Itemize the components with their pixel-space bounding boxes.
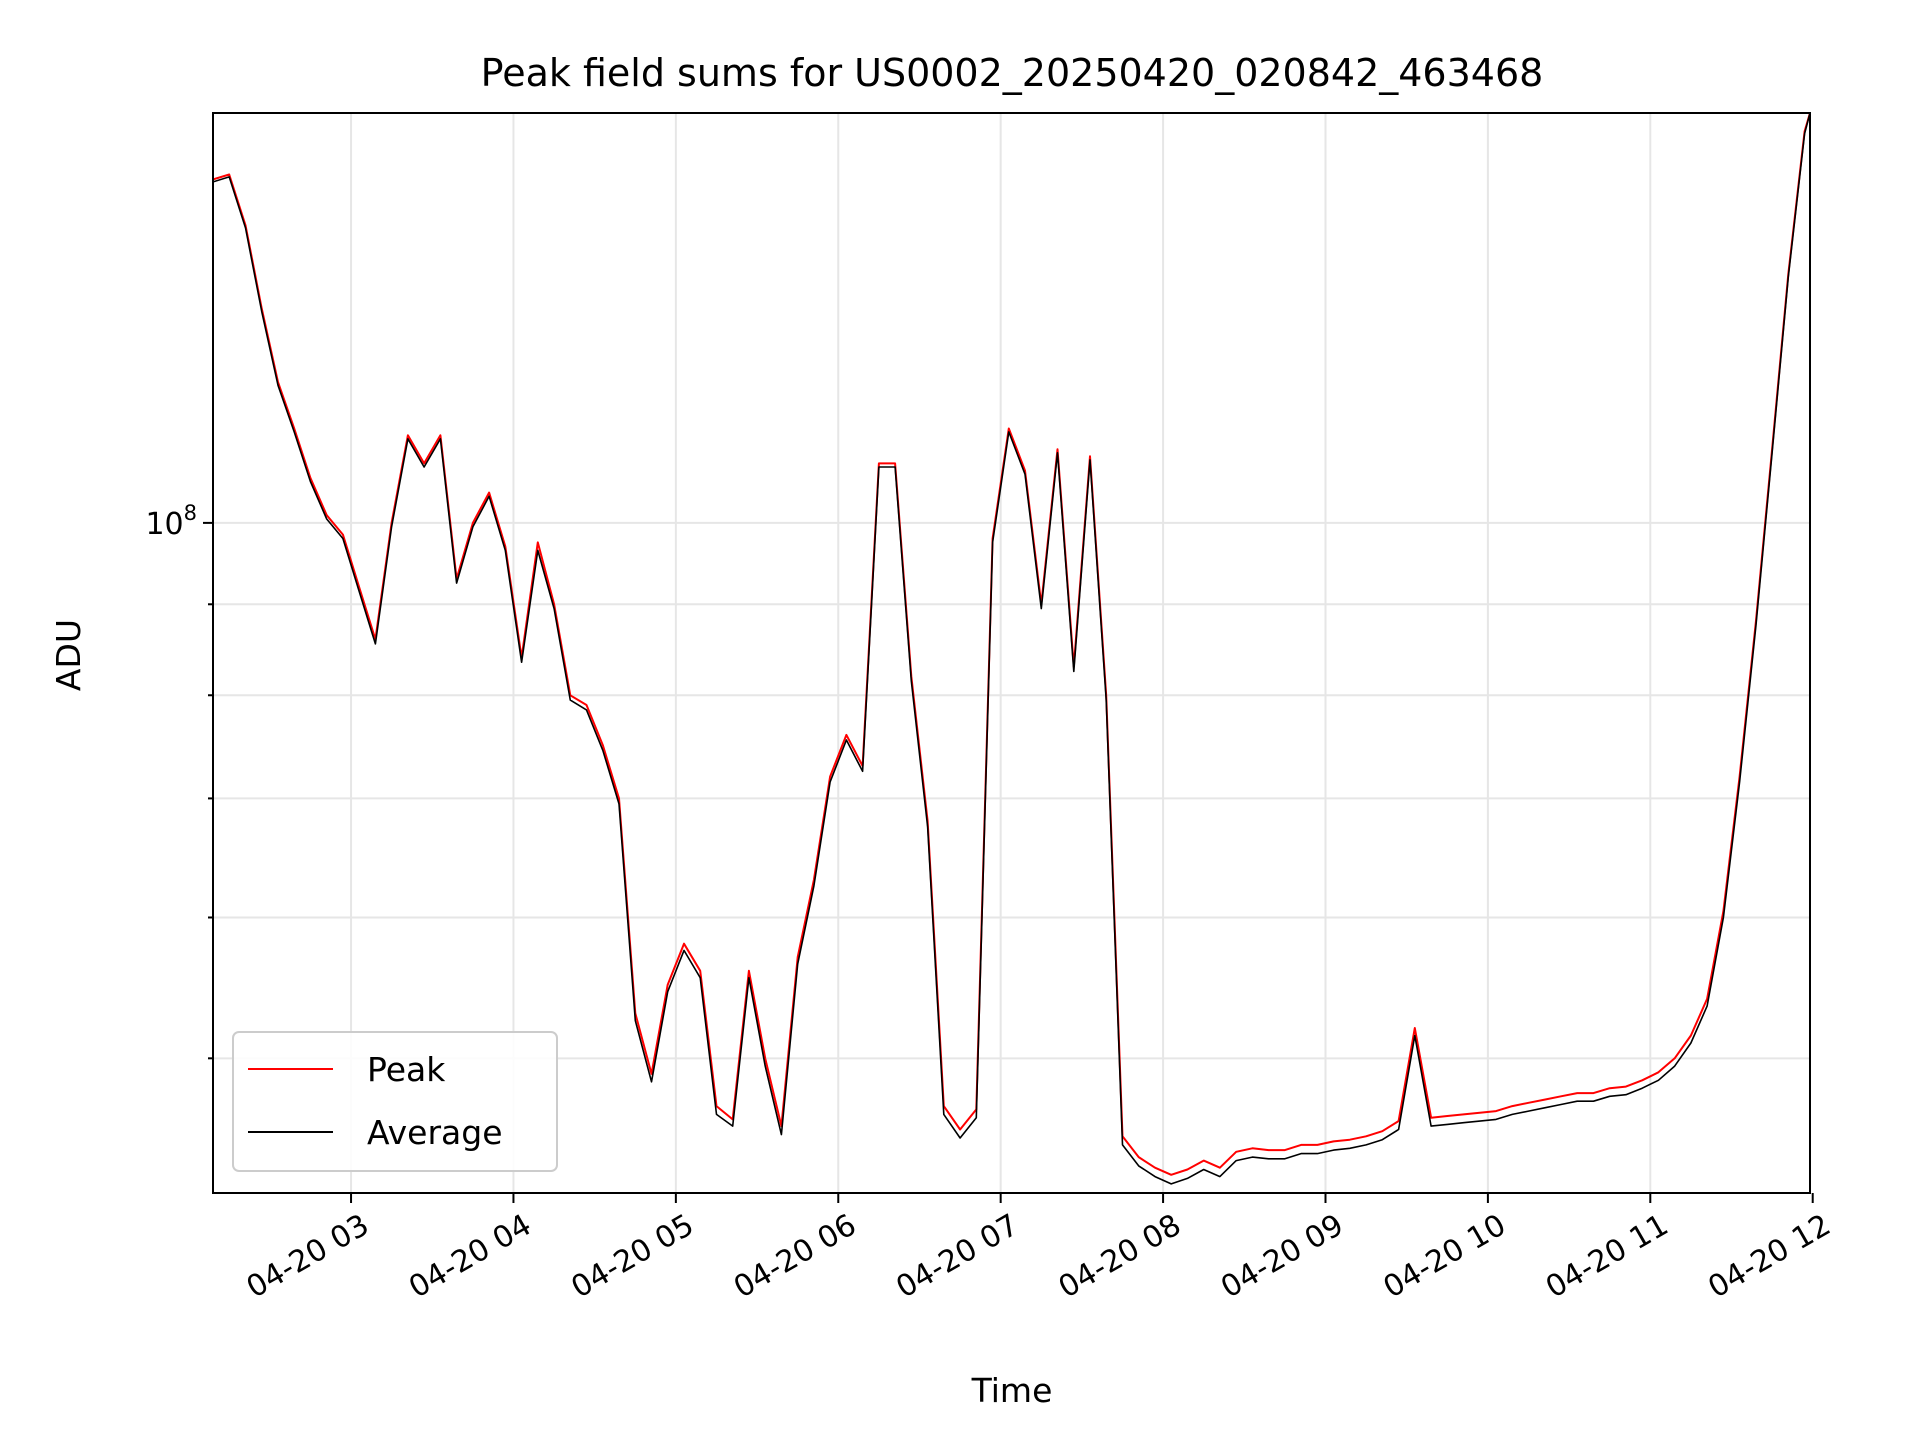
- legend: Peak Average: [232, 1031, 558, 1172]
- x-tick-label-5: 04-20 08: [1053, 1208, 1187, 1306]
- x-tick-label-9: 04-20 12: [1702, 1208, 1836, 1306]
- legend-label-average: Average: [367, 1113, 503, 1152]
- chart-title: Peak field sums for US0002_20250420_0208…: [481, 51, 1544, 95]
- x-axis-ticks: 04-20 03 04-20 04 04-20 05 04-20 06 04-20 07…: [241, 1193, 1837, 1305]
- x-tick-label-7: 04-20 10: [1378, 1208, 1512, 1306]
- x-tick-label-3: 04-20 06: [728, 1208, 862, 1306]
- x-tick-label-4: 04-20 07: [890, 1208, 1024, 1306]
- y-axis-label: ADU: [49, 619, 88, 691]
- legend-label-peak: Peak: [367, 1050, 446, 1089]
- x-tick-label-0: 04-20 03: [241, 1208, 375, 1306]
- y-tick-label-major: 108: [145, 501, 197, 542]
- x-tick-label-1: 04-20 04: [403, 1208, 537, 1306]
- x-axis-label: Time: [971, 1371, 1053, 1410]
- legend-box: [232, 1031, 558, 1172]
- x-tick-label-8: 04-20 11: [1540, 1208, 1674, 1306]
- x-tick-label-6: 04-20 09: [1215, 1208, 1349, 1306]
- x-tick-label-2: 04-20 05: [566, 1208, 700, 1306]
- series-group: [213, 113, 1810, 1185]
- plot-frame: [212, 112, 1811, 1194]
- series-line-peak: [213, 113, 1810, 1176]
- y-axis-ticks: 108: [145, 501, 213, 1060]
- series-line-average: [213, 113, 1810, 1185]
